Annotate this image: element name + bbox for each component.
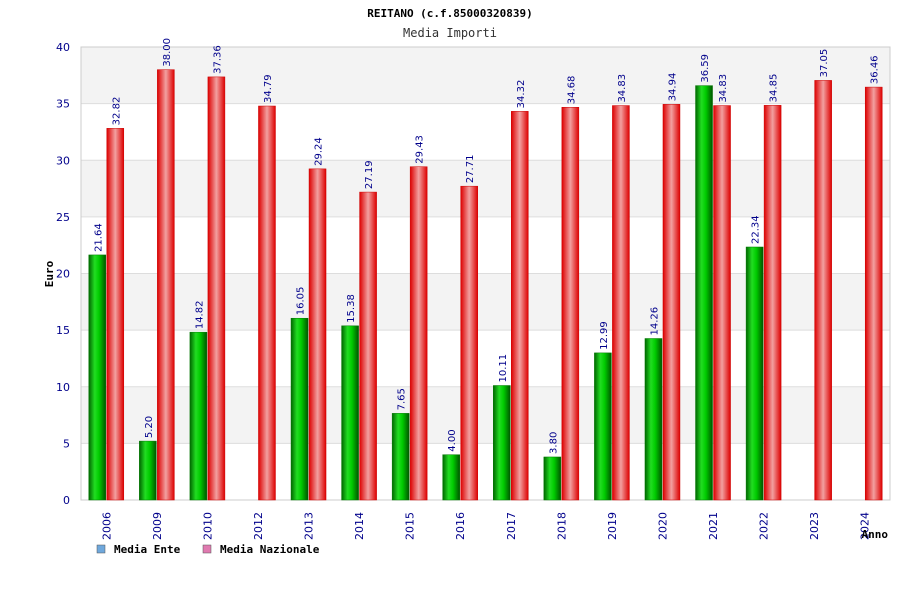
bar-media-nazionale — [359, 191, 377, 501]
data-label-media-ente: 15.38 — [346, 294, 357, 323]
x-tick-label: 2021 — [707, 512, 720, 540]
x-tick-label: 2020 — [656, 512, 669, 540]
bar-media-nazionale — [207, 76, 226, 501]
y-tick-label: 0 — [63, 494, 70, 507]
data-label-media-nazionale: 34.68 — [566, 76, 577, 105]
x-tick-label: 2013 — [303, 512, 316, 540]
bar-media-nazionale — [258, 105, 276, 501]
value-labels: 21.64 5.20 14.82 16.05 15.38 7.65 4.00 10.11 3.8… — [93, 38, 880, 454]
chart-subtitle: Media Importi — [403, 26, 497, 40]
plot-border — [80, 46, 891, 501]
bar-media-ente — [543, 456, 562, 501]
data-label-media-nazionale: 34.94 — [667, 73, 678, 102]
x-axis-label: Anno — [862, 528, 889, 541]
data-label-media-ente: 5.20 — [144, 416, 155, 438]
bar-media-nazionale — [157, 69, 175, 501]
y-tick-label: 35 — [56, 98, 70, 111]
y-tick-label: 10 — [56, 381, 70, 394]
bar-media-ente — [391, 413, 410, 501]
bar-media-nazionale — [561, 106, 580, 501]
bar-media-ente — [695, 85, 713, 501]
data-label-media-nazionale: 27.71 — [465, 155, 476, 184]
bars — [88, 69, 883, 501]
bar-media-ente — [139, 440, 157, 501]
data-label-media-nazionale: 27.19 — [364, 160, 375, 189]
x-tick-label: 2016 — [454, 512, 467, 540]
data-label-media-nazionale: 34.32 — [516, 80, 527, 109]
bar-media-ente — [594, 352, 612, 501]
data-label-media-ente: 36.59 — [700, 54, 711, 83]
bar-media-nazionale — [511, 111, 529, 501]
data-label-media-nazionale: 34.83 — [617, 74, 628, 103]
legend-label-media-nazionale: Media Nazionale — [220, 543, 320, 556]
data-label-media-nazionale: 36.46 — [870, 55, 881, 84]
data-label-media-ente: 7.65 — [397, 388, 408, 410]
data-label-media-nazionale: 32.82 — [111, 97, 122, 126]
bar-media-nazionale — [662, 104, 681, 501]
bar-media-nazionale — [106, 128, 125, 501]
bar-media-ente — [88, 254, 107, 501]
data-label-media-ente: 4.00 — [447, 429, 458, 451]
x-tick-label: 2022 — [758, 512, 771, 540]
y-tick-label: 25 — [56, 211, 70, 224]
bar-media-nazionale — [713, 105, 731, 501]
bar-media-ente — [745, 246, 764, 501]
bar-media-nazionale — [864, 86, 883, 501]
legend-swatch-media-ente — [96, 544, 106, 554]
x-tick-label: 2012 — [252, 512, 265, 540]
data-label-media-ente: 14.82 — [194, 301, 205, 330]
y-tick-label: 5 — [63, 437, 70, 450]
data-label-media-ente: 21.64 — [93, 223, 104, 252]
data-label-media-ente: 16.05 — [296, 287, 307, 316]
bar-media-ente — [290, 317, 309, 501]
bar-media-ente — [644, 338, 663, 501]
x-tick-label: 2006 — [100, 512, 113, 540]
data-label-media-nazionale: 34.79 — [263, 74, 274, 103]
bar-media-nazionale — [460, 185, 478, 501]
y-tick-label: 20 — [56, 268, 70, 281]
bar-media-ente — [341, 325, 359, 501]
y-axis-label: Euro — [43, 260, 56, 287]
data-label-media-ente: 12.99 — [599, 321, 610, 350]
data-label-media-ente: 14.26 — [649, 307, 660, 336]
data-label-media-nazionale: 29.43 — [415, 135, 426, 164]
data-label-media-nazionale: 29.24 — [314, 137, 325, 166]
x-tick-label: 2023 — [808, 512, 821, 540]
legend-swatch-media-nazionale — [202, 544, 212, 554]
ticks: 0 5 10 15 20 25 30 35 40 2006 2009 2010 2012 2013 2014… — [56, 41, 872, 540]
x-tick-label: 2014 — [353, 512, 366, 540]
bar-media-nazionale — [814, 80, 832, 501]
data-label-media-nazionale: 34.85 — [769, 74, 780, 103]
y-tick-label: 30 — [56, 154, 70, 167]
bar-media-nazionale — [409, 166, 428, 501]
data-label-media-nazionale: 37.05 — [819, 49, 830, 78]
data-label-media-ente: 3.80 — [548, 432, 559, 454]
bar-media-ente — [442, 454, 460, 501]
x-tick-label: 2015 — [404, 512, 417, 540]
data-label-media-nazionale: 37.36 — [212, 45, 223, 74]
data-label-media-nazionale: 34.83 — [718, 74, 729, 103]
legend: Media Ente Media Nazionale — [96, 543, 320, 556]
x-tick-label: 2009 — [151, 512, 164, 540]
bar-media-ente — [493, 385, 511, 501]
bar-media-nazionale — [308, 168, 327, 501]
y-tick-label: 40 — [56, 41, 70, 54]
data-label-media-ente: 22.34 — [751, 215, 762, 244]
x-tick-label: 2018 — [555, 512, 568, 540]
bar-media-nazionale — [612, 105, 630, 501]
x-tick-label: 2019 — [606, 512, 619, 540]
data-label-media-ente: 10.11 — [498, 354, 509, 383]
x-tick-label: 2017 — [505, 512, 518, 540]
chart-title: REITANO (c.f.85000320839) — [367, 7, 533, 20]
y-tick-label: 15 — [56, 324, 70, 337]
bar-media-nazionale — [763, 105, 782, 501]
x-tick-label: 2010 — [201, 512, 214, 540]
legend-label-media-ente: Media Ente — [114, 543, 181, 556]
data-label-media-nazionale: 38.00 — [162, 38, 173, 67]
x-tick-label: 2024 — [859, 512, 872, 540]
bar-media-ente — [189, 331, 208, 501]
